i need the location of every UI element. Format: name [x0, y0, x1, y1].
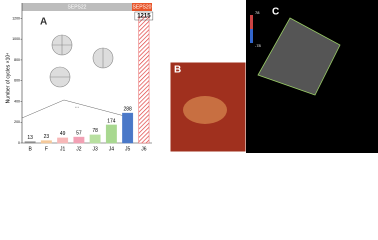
- x-tick-label: J1: [60, 146, 66, 152]
- colorbar: [250, 29, 253, 43]
- bar: [73, 136, 85, 144]
- group-label: SEPS20: [133, 4, 152, 10]
- x-tick-label: J5: [125, 146, 131, 152]
- valve-images: [49, 34, 114, 88]
- annotation: ...: [75, 103, 79, 109]
- value-label: 23: [44, 134, 50, 140]
- callout: [21, 99, 133, 119]
- y-tick-label: 600: [14, 79, 20, 83]
- panel-label: B: [174, 65, 181, 76]
- figure: SEPS22 SEPS20 Number of cycles ×10⁴ A ..…: [5, 0, 378, 153]
- value-label: 49: [60, 131, 66, 137]
- y-tick-label: 800: [14, 58, 20, 62]
- x-tick-label: J4: [109, 146, 115, 152]
- panel-label: C: [272, 7, 279, 18]
- bar: [24, 141, 36, 144]
- x-tick-label: B: [28, 146, 32, 152]
- x-tick-label: J2: [76, 146, 82, 152]
- colorbar-label: 78: [255, 10, 260, 15]
- value-label: 174: [107, 118, 116, 124]
- y-label: Number of cycles ×10⁴: [5, 53, 11, 104]
- value-label: 1215: [137, 14, 151, 20]
- x-tick-label: J6: [141, 146, 147, 152]
- value-label-box: [134, 11, 154, 21]
- bar: [57, 137, 69, 144]
- y-tick-label: 1000: [12, 37, 20, 41]
- echo-fan: [257, 17, 341, 96]
- value-label: 78: [92, 128, 98, 134]
- bar: [89, 134, 101, 144]
- bar: [105, 124, 117, 144]
- bar: [122, 112, 134, 144]
- bar: [138, 16, 150, 144]
- photo-detail: [183, 96, 227, 124]
- group-label: SEPS22: [68, 4, 87, 10]
- y-tick-label: 200: [14, 120, 20, 124]
- bar: [40, 140, 52, 144]
- value-label: 288: [123, 106, 132, 112]
- y-tick-label: 1200: [12, 16, 20, 20]
- value-label: 57: [76, 130, 82, 136]
- page: SEPS22 SEPS20 Number of cycles ×10⁴ A ..…: [5, 0, 378, 153]
- value-label: 13: [27, 135, 33, 141]
- colorbar-label: -78: [255, 43, 262, 48]
- group-band: [132, 3, 152, 11]
- x-tick-label: J3: [92, 146, 98, 152]
- panel-label: A: [40, 17, 47, 28]
- x-tick-label: F: [45, 146, 48, 152]
- y-tick-label: 0: [18, 141, 20, 145]
- y-tick-label: 400: [14, 99, 20, 103]
- group-band: [22, 3, 132, 11]
